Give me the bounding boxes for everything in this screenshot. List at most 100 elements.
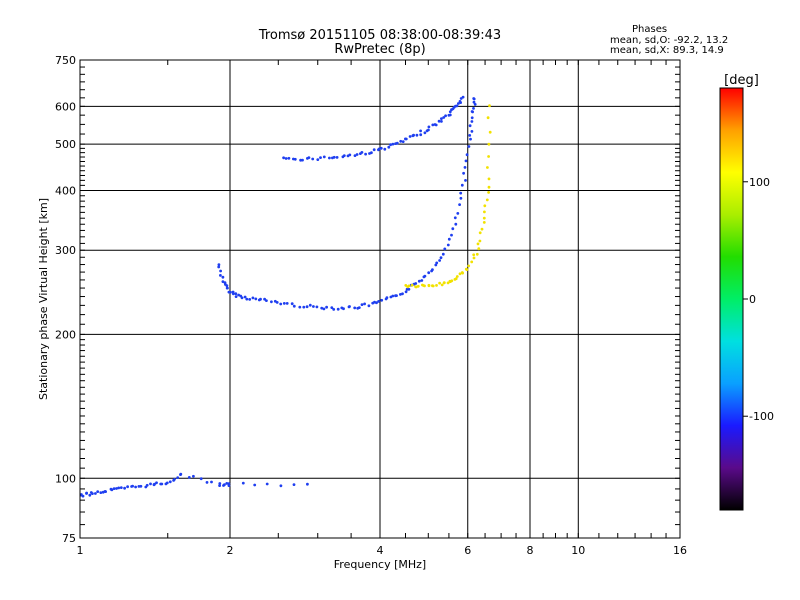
data-point-s3 bbox=[117, 486, 121, 490]
data-point-s0 bbox=[259, 297, 262, 301]
data-point-s2 bbox=[478, 239, 482, 243]
data-point-s1 bbox=[419, 133, 423, 137]
data-point-s0 bbox=[234, 292, 238, 296]
data-point-s1 bbox=[284, 157, 288, 160]
data-point-s3 bbox=[192, 474, 195, 478]
data-point-s0 bbox=[468, 134, 472, 137]
data-point-s3 bbox=[173, 478, 176, 481]
axis-tick-labels: 1 2 4 6 8 10 16 75 100 200 300 400 500 600 750 bbox=[55, 54, 687, 557]
data-point-s0 bbox=[305, 305, 309, 309]
data-point-s3 bbox=[104, 490, 107, 493]
data-point-s1 bbox=[342, 154, 346, 158]
data-point-s0 bbox=[446, 243, 450, 247]
data-point-s0 bbox=[275, 301, 279, 304]
data-point-s3 bbox=[119, 486, 123, 489]
data-point-s0 bbox=[460, 183, 464, 187]
data-point-s2 bbox=[472, 253, 476, 257]
data-point-s1 bbox=[328, 156, 331, 160]
data-point-s1 bbox=[311, 157, 315, 161]
data-point-s0 bbox=[377, 300, 380, 303]
data-point-s3 bbox=[292, 483, 296, 486]
data-point-s3 bbox=[199, 477, 203, 481]
data-point-s0 bbox=[454, 222, 458, 226]
data-point-s1 bbox=[307, 156, 311, 160]
data-point-s2 bbox=[485, 198, 489, 202]
data-point-s0 bbox=[348, 305, 351, 308]
data-point-s1 bbox=[348, 153, 352, 157]
colorbar: [deg] 100 0 -100 bbox=[719, 73, 774, 511]
data-point-s1 bbox=[442, 116, 446, 119]
data-point-s2 bbox=[488, 104, 491, 108]
data-point-s0 bbox=[298, 305, 302, 309]
data-point-s0 bbox=[375, 301, 378, 305]
data-point-s1 bbox=[391, 142, 395, 146]
data-point-s1 bbox=[431, 123, 435, 127]
data-point-s0 bbox=[219, 269, 223, 273]
data-point-s3 bbox=[253, 483, 257, 487]
data-point-s2 bbox=[480, 227, 484, 231]
data-point-s0 bbox=[360, 303, 364, 306]
colorbar-tick-label: 100 bbox=[749, 176, 770, 189]
data-point-s0 bbox=[395, 294, 398, 297]
data-point-s0 bbox=[227, 290, 231, 294]
x-tick-label: 10 bbox=[571, 544, 585, 557]
grid-lines bbox=[80, 60, 680, 538]
data-point-s3 bbox=[131, 484, 135, 488]
axis-ticks bbox=[79, 59, 681, 539]
data-point-s0 bbox=[470, 116, 474, 120]
data-point-s0 bbox=[357, 306, 361, 309]
colorbar-tick-label: -100 bbox=[749, 410, 774, 423]
data-point-s0 bbox=[308, 303, 312, 307]
data-point-s2 bbox=[440, 283, 444, 287]
data-point-s1 bbox=[389, 143, 392, 147]
data-point-s2 bbox=[482, 216, 486, 220]
data-point-s1 bbox=[293, 157, 297, 161]
data-point-s0 bbox=[380, 298, 384, 302]
data-point-s0 bbox=[265, 299, 268, 302]
y-tick-label: 200 bbox=[55, 328, 76, 341]
data-point-s1 bbox=[408, 135, 412, 138]
data-point-s1 bbox=[360, 151, 364, 154]
data-point-s3 bbox=[223, 483, 226, 487]
data-point-s0 bbox=[453, 216, 457, 220]
data-point-s3 bbox=[145, 483, 149, 487]
data-point-s0 bbox=[472, 97, 476, 100]
data-point-s0 bbox=[404, 290, 408, 294]
data-point-s1 bbox=[395, 141, 399, 145]
data-point-s1 bbox=[364, 152, 367, 156]
data-point-s0 bbox=[464, 179, 467, 182]
data-point-s0 bbox=[447, 237, 451, 241]
data-point-s3 bbox=[155, 481, 158, 485]
chart-title: Tromsø 20151105 08:38:00-08:39:43 bbox=[258, 28, 502, 43]
data-point-s1 bbox=[322, 155, 326, 159]
data-point-s1 bbox=[427, 128, 430, 132]
data-point-s0 bbox=[463, 166, 467, 169]
data-point-s0 bbox=[414, 282, 418, 285]
data-point-s0 bbox=[467, 145, 471, 148]
data-point-s0 bbox=[231, 292, 235, 296]
data-point-s3 bbox=[96, 490, 100, 493]
chart-subtitle: RwPretec (8p) bbox=[334, 42, 426, 57]
data-point-s2 bbox=[487, 191, 490, 194]
y-tick-label: 750 bbox=[55, 54, 76, 67]
data-point-s0 bbox=[279, 302, 283, 306]
data-point-s0 bbox=[391, 294, 395, 298]
data-point-s3 bbox=[134, 485, 138, 489]
data-point-s2 bbox=[467, 264, 471, 268]
data-point-s2 bbox=[454, 277, 458, 281]
data-point-s0 bbox=[320, 306, 324, 310]
data-point-s0 bbox=[219, 274, 222, 277]
data-point-s0 bbox=[470, 130, 474, 133]
data-point-s0 bbox=[292, 304, 296, 308]
data-point-s0 bbox=[221, 275, 225, 279]
data-point-s0 bbox=[469, 137, 472, 141]
y-axis-label: Stationary phase Virtual Height [km] bbox=[37, 198, 50, 400]
data-point-s0 bbox=[240, 296, 244, 300]
data-point-s0 bbox=[290, 302, 294, 306]
data-point-s0 bbox=[420, 279, 424, 282]
y-tick-label: 400 bbox=[55, 184, 76, 197]
data-point-s3 bbox=[126, 485, 129, 489]
data-point-s0 bbox=[285, 302, 289, 305]
data-point-s2 bbox=[487, 142, 491, 146]
data-point-s0 bbox=[217, 263, 221, 267]
